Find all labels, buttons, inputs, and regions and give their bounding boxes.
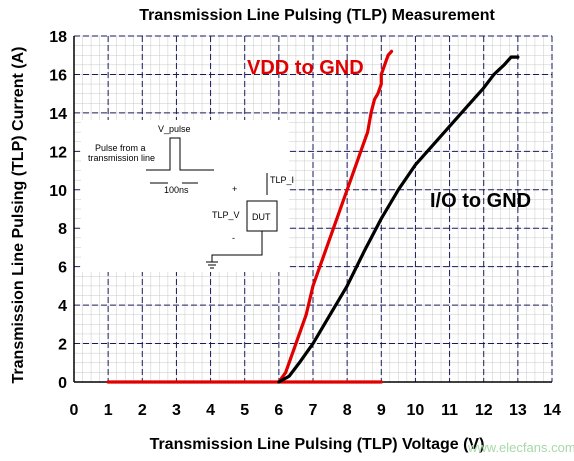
x-tick-label: 8 [343, 402, 352, 419]
x-tick-label: 4 [206, 402, 215, 419]
x-tick-label: 7 [309, 402, 318, 419]
inset-tlp-i: TLP_I [270, 175, 294, 185]
y-tick-label: 4 [58, 298, 67, 315]
series-label-io: I/O to GND [430, 190, 531, 212]
x-axis-label: Transmission Line Pulsing (TLP) Voltage … [150, 436, 485, 453]
x-tick-label: 2 [138, 402, 147, 419]
ground-wire [211, 231, 263, 262]
x-tick-label: 3 [172, 402, 181, 419]
x-tick-label: 1 [104, 402, 113, 419]
y-tick-label: 18 [49, 29, 67, 46]
inset-background [81, 120, 289, 272]
y-tick-label: 10 [49, 183, 67, 200]
x-tick-label: 12 [475, 402, 493, 419]
series-lines [106, 49, 520, 384]
y-tick-label: 6 [58, 260, 67, 277]
x-tick-label: 0 [70, 402, 79, 419]
x-tick-label: 6 [274, 402, 283, 419]
watermark: www.elecfans.com [467, 440, 574, 455]
y-tick-label: 16 [49, 67, 67, 84]
inset-minus: - [232, 233, 235, 243]
y-tick-labels: 0 2 4 6 8 10 12 14 16 18 [49, 29, 67, 392]
x-tick-label: 14 [543, 402, 561, 419]
x-tick-label: 10 [407, 402, 425, 419]
y-tick-label: 12 [49, 144, 67, 161]
y-tick-label: 8 [58, 221, 67, 238]
inset-pulse-label-2: transmission line [88, 153, 155, 163]
x-tick-label: 13 [509, 402, 527, 419]
dut-box [246, 200, 278, 232]
tlp-circuit-inset: V_pulse Pulse from a transmission line 1… [81, 120, 294, 272]
inset-tlp-v: TLP_V [212, 210, 240, 220]
series-line-vdd-to-gnd [106, 49, 394, 384]
y-tick-label: 0 [58, 375, 67, 392]
series-line-io-to-gnd [277, 55, 520, 384]
series-label-vdd: VDD to GND [247, 57, 364, 79]
chart-title: Transmission Line Pulsing (TLP) Measurem… [139, 7, 495, 24]
y-axis-label: Transmission Line Pulsing (TLP) Current … [10, 47, 27, 384]
pulse-waveform [146, 137, 214, 171]
x-tick-labels: 0 1 2 3 4 5 6 7 8 9 10 11 12 13 14 [70, 402, 561, 419]
x-tick-label: 11 [441, 402, 458, 419]
inset-v-pulse: V_pulse [158, 124, 191, 134]
y-tick-label: 14 [49, 106, 67, 123]
inset-plus: + [232, 184, 237, 194]
x-tick-label: 9 [377, 402, 386, 419]
inset-pulse-label-1: Pulse from a [95, 143, 146, 153]
inset-dut: DUT [252, 212, 271, 222]
x-tick-label: 5 [240, 402, 249, 419]
y-tick-label: 2 [58, 337, 67, 354]
inset-duration: 100ns [164, 185, 189, 195]
